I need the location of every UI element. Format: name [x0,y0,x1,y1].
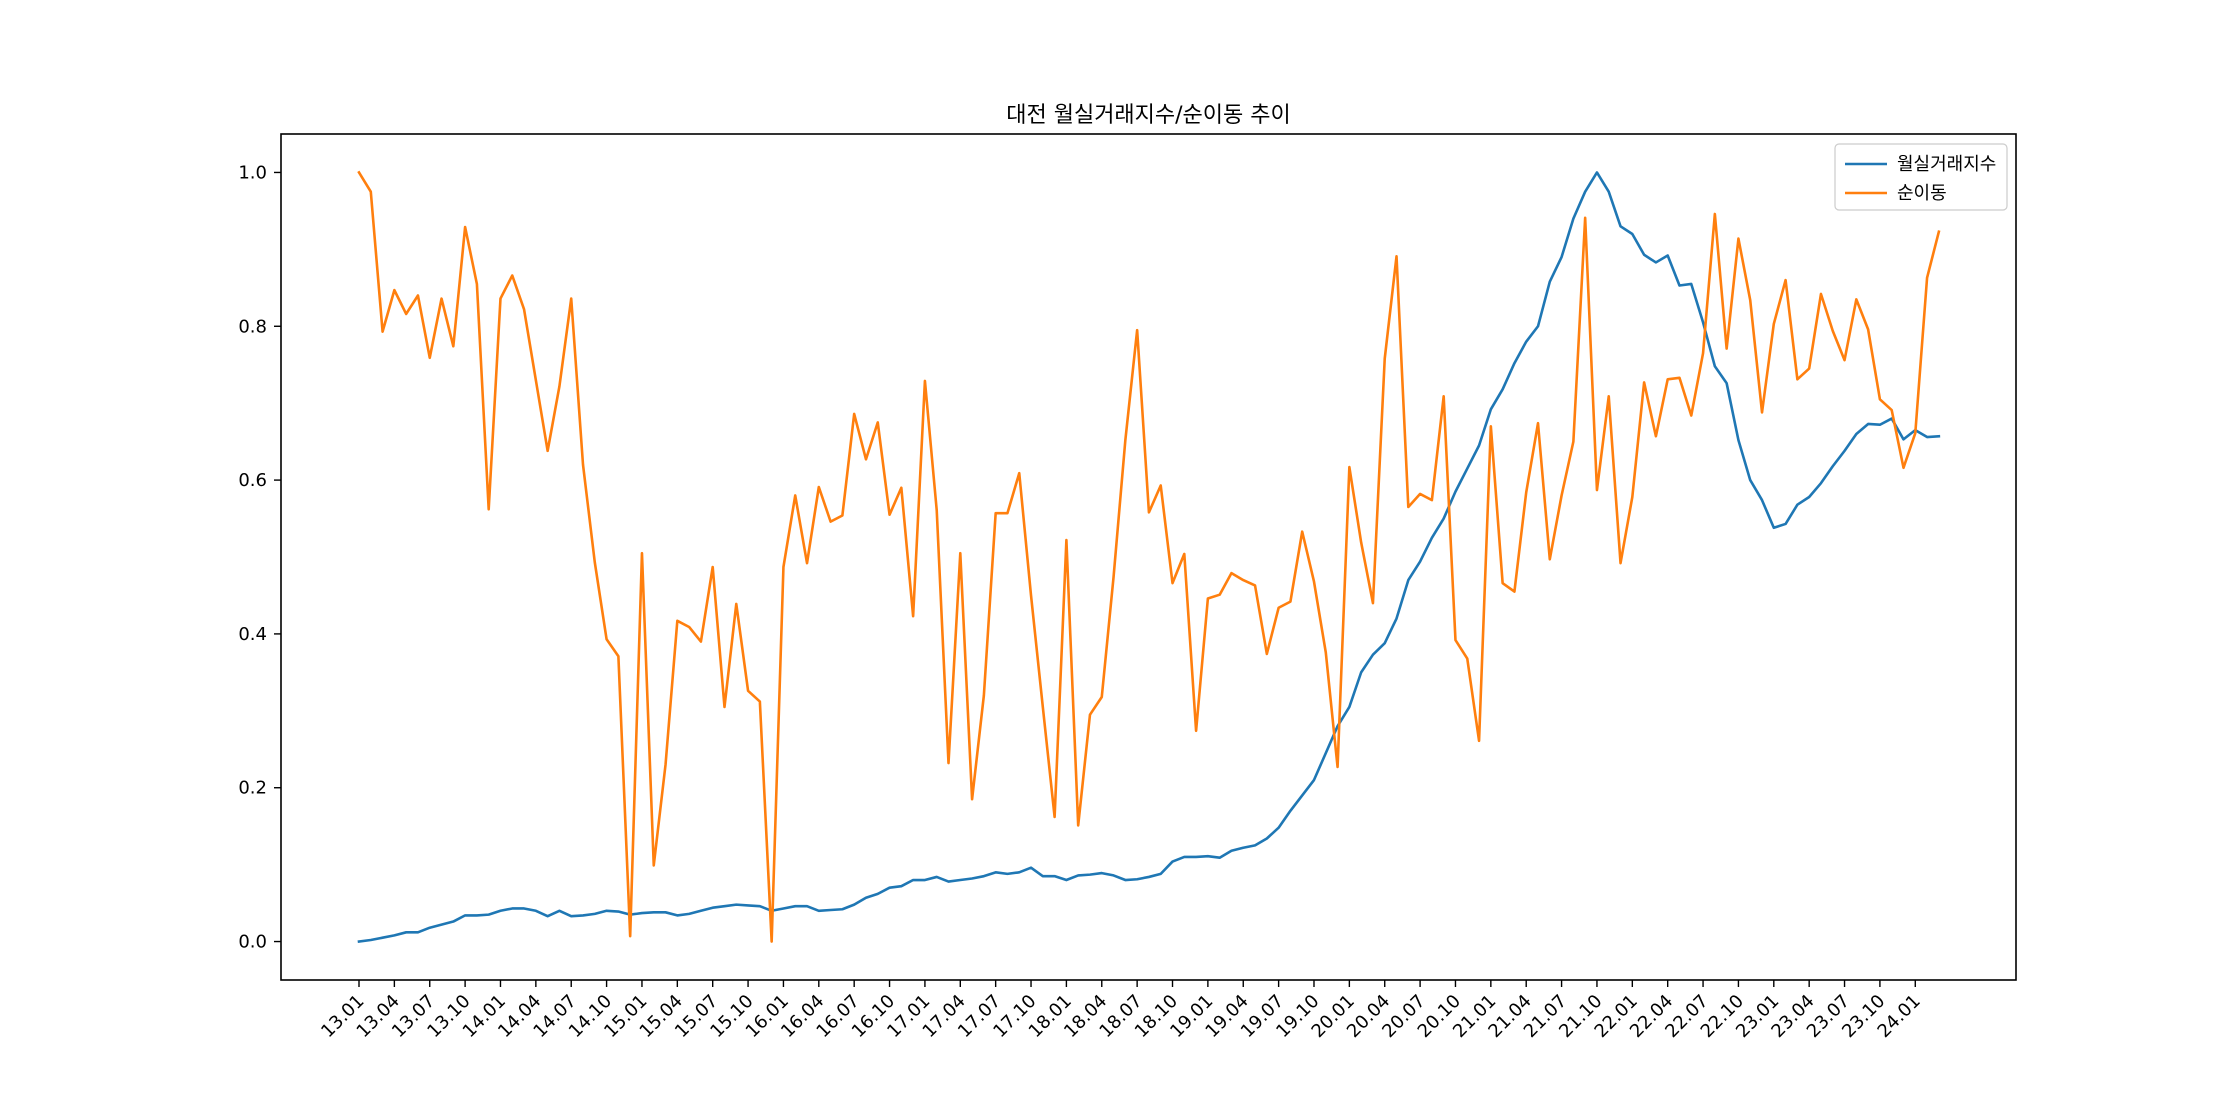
plot-lines [357,170,1941,944]
y-tick-label: 0.6 [238,470,267,491]
series-line-2 [357,170,1941,943]
legend-entry-label: 순이동 [1897,183,1947,204]
legend-entry-label: 월실거래지수 [1897,154,1996,175]
y-tick-label: 0.8 [238,316,267,337]
series-line-1 [357,171,1941,944]
y-axis: 0.0 0.2 0.4 0.6 0.8 1.0 [238,162,281,953]
y-tick-label: 0.2 [238,778,267,799]
plot-area-frame [280,133,2017,981]
chart-title: 대전 월실거래지수/순이동 추이 [1006,103,1291,128]
y-tick-label: 0.0 [238,932,267,953]
y-tick-label: 1.0 [238,162,267,183]
y-tick-label: 0.4 [238,624,267,645]
